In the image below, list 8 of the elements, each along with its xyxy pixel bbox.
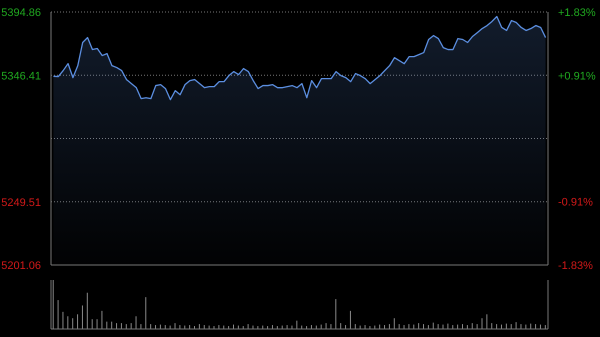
y2-tick-label: +0.91% (558, 70, 596, 83)
y2-tick-label: -0.91% (558, 196, 594, 208)
y2-tick-label: +1.83% (558, 7, 596, 19)
y-tick-label: 5346.41 (1, 70, 41, 82)
y-tick-label: 5249.51 (1, 196, 41, 209)
y-tick-label: 5201.06 (1, 260, 41, 272)
y2-tick-label: -1.83% (558, 260, 594, 272)
y-tick-label: 5394.86 (1, 7, 41, 19)
